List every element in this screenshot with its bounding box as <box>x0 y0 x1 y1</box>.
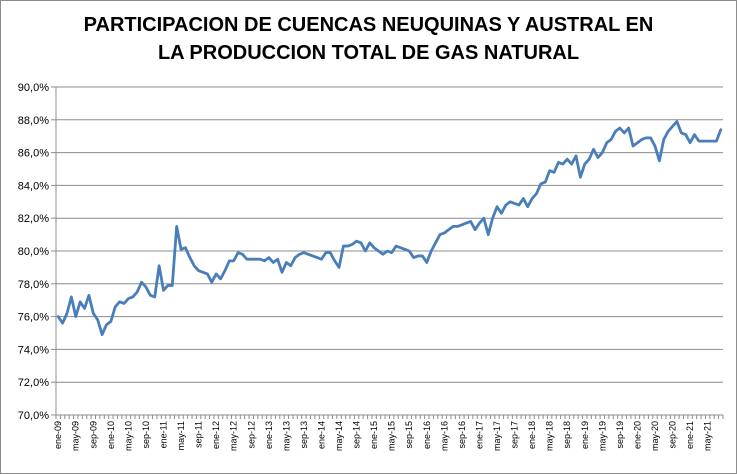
x-tick-label: may-18 <box>545 421 555 451</box>
x-tick-label: may-15 <box>387 421 397 451</box>
x-tick-label: ene-20 <box>632 421 642 449</box>
y-tick-label: 88,0% <box>18 115 49 127</box>
x-tick-label: may-14 <box>334 421 344 451</box>
x-tick-label: ene-13 <box>264 421 274 449</box>
x-tick-label: ene-19 <box>580 421 590 449</box>
y-tick-label: 82,0% <box>18 213 49 225</box>
x-tick-label: sep-19 <box>615 421 625 449</box>
x-tick-label: may-16 <box>439 421 449 451</box>
chart-title: PARTICIPACION DE CUENCAS NEUQUINAS Y AUS… <box>1 11 736 67</box>
y-tick-label: 78,0% <box>18 279 49 291</box>
y-tick-label: 86,0% <box>18 148 49 160</box>
x-tick-label: sep-10 <box>141 421 151 449</box>
x-tick-label: ene-18 <box>527 421 537 449</box>
x-tick-label: may-17 <box>492 421 502 451</box>
x-tick-label: ene-16 <box>422 421 432 449</box>
series-line <box>56 120 723 337</box>
x-tick-label: sep-17 <box>510 421 520 449</box>
x-tick-label: ene-10 <box>106 421 116 449</box>
y-tick-label: 84,0% <box>18 180 49 192</box>
x-tick-label: may-19 <box>597 421 607 451</box>
x-tick-label: may-10 <box>123 421 133 451</box>
x-tick-label: ene-12 <box>211 421 221 449</box>
y-tick-label: 72,0% <box>18 377 49 389</box>
chart-title-line-1: PARTICIPACION DE CUENCAS NEUQUINAS Y AUS… <box>83 14 654 36</box>
x-tick-label: sep-20 <box>668 421 678 449</box>
x-tick-label: ene-15 <box>369 421 379 449</box>
x-tick-label: ene-21 <box>685 421 695 449</box>
y-tick-label: 80,0% <box>18 246 49 258</box>
x-tick-label: may-09 <box>71 421 81 451</box>
x-tick-label: may-21 <box>703 421 713 451</box>
y-tick-label: 90,0% <box>18 82 49 94</box>
y-tick-label: 70,0% <box>18 410 49 422</box>
x-tick-label: sep-16 <box>457 421 467 449</box>
chart-title-line-2: LA PRODUCCION TOTAL DE GAS NATURAL <box>157 42 580 64</box>
x-tick-label: may-13 <box>281 421 291 451</box>
x-tick-label: sep-15 <box>404 421 414 449</box>
x-tick-label: may-20 <box>650 421 660 451</box>
y-tick-label: 76,0% <box>18 312 49 324</box>
x-tick-label: sep-09 <box>88 421 98 449</box>
x-tick-label: may-12 <box>229 421 239 451</box>
x-tick-label: sep-12 <box>246 421 256 449</box>
x-tick-label: ene-14 <box>316 421 326 449</box>
x-tick-label: sep-18 <box>562 421 572 449</box>
x-tick-label: sep-14 <box>352 421 362 449</box>
y-tick-label: 74,0% <box>18 344 49 356</box>
x-tick-label: sep-11 <box>194 421 204 448</box>
x-tick-label: ene-09 <box>53 421 63 449</box>
x-tick-label: ene-11 <box>159 421 169 448</box>
x-tick-label: may-11 <box>176 421 186 450</box>
x-tick-label: sep-13 <box>299 421 309 449</box>
x-tick-label: ene-17 <box>474 421 484 449</box>
